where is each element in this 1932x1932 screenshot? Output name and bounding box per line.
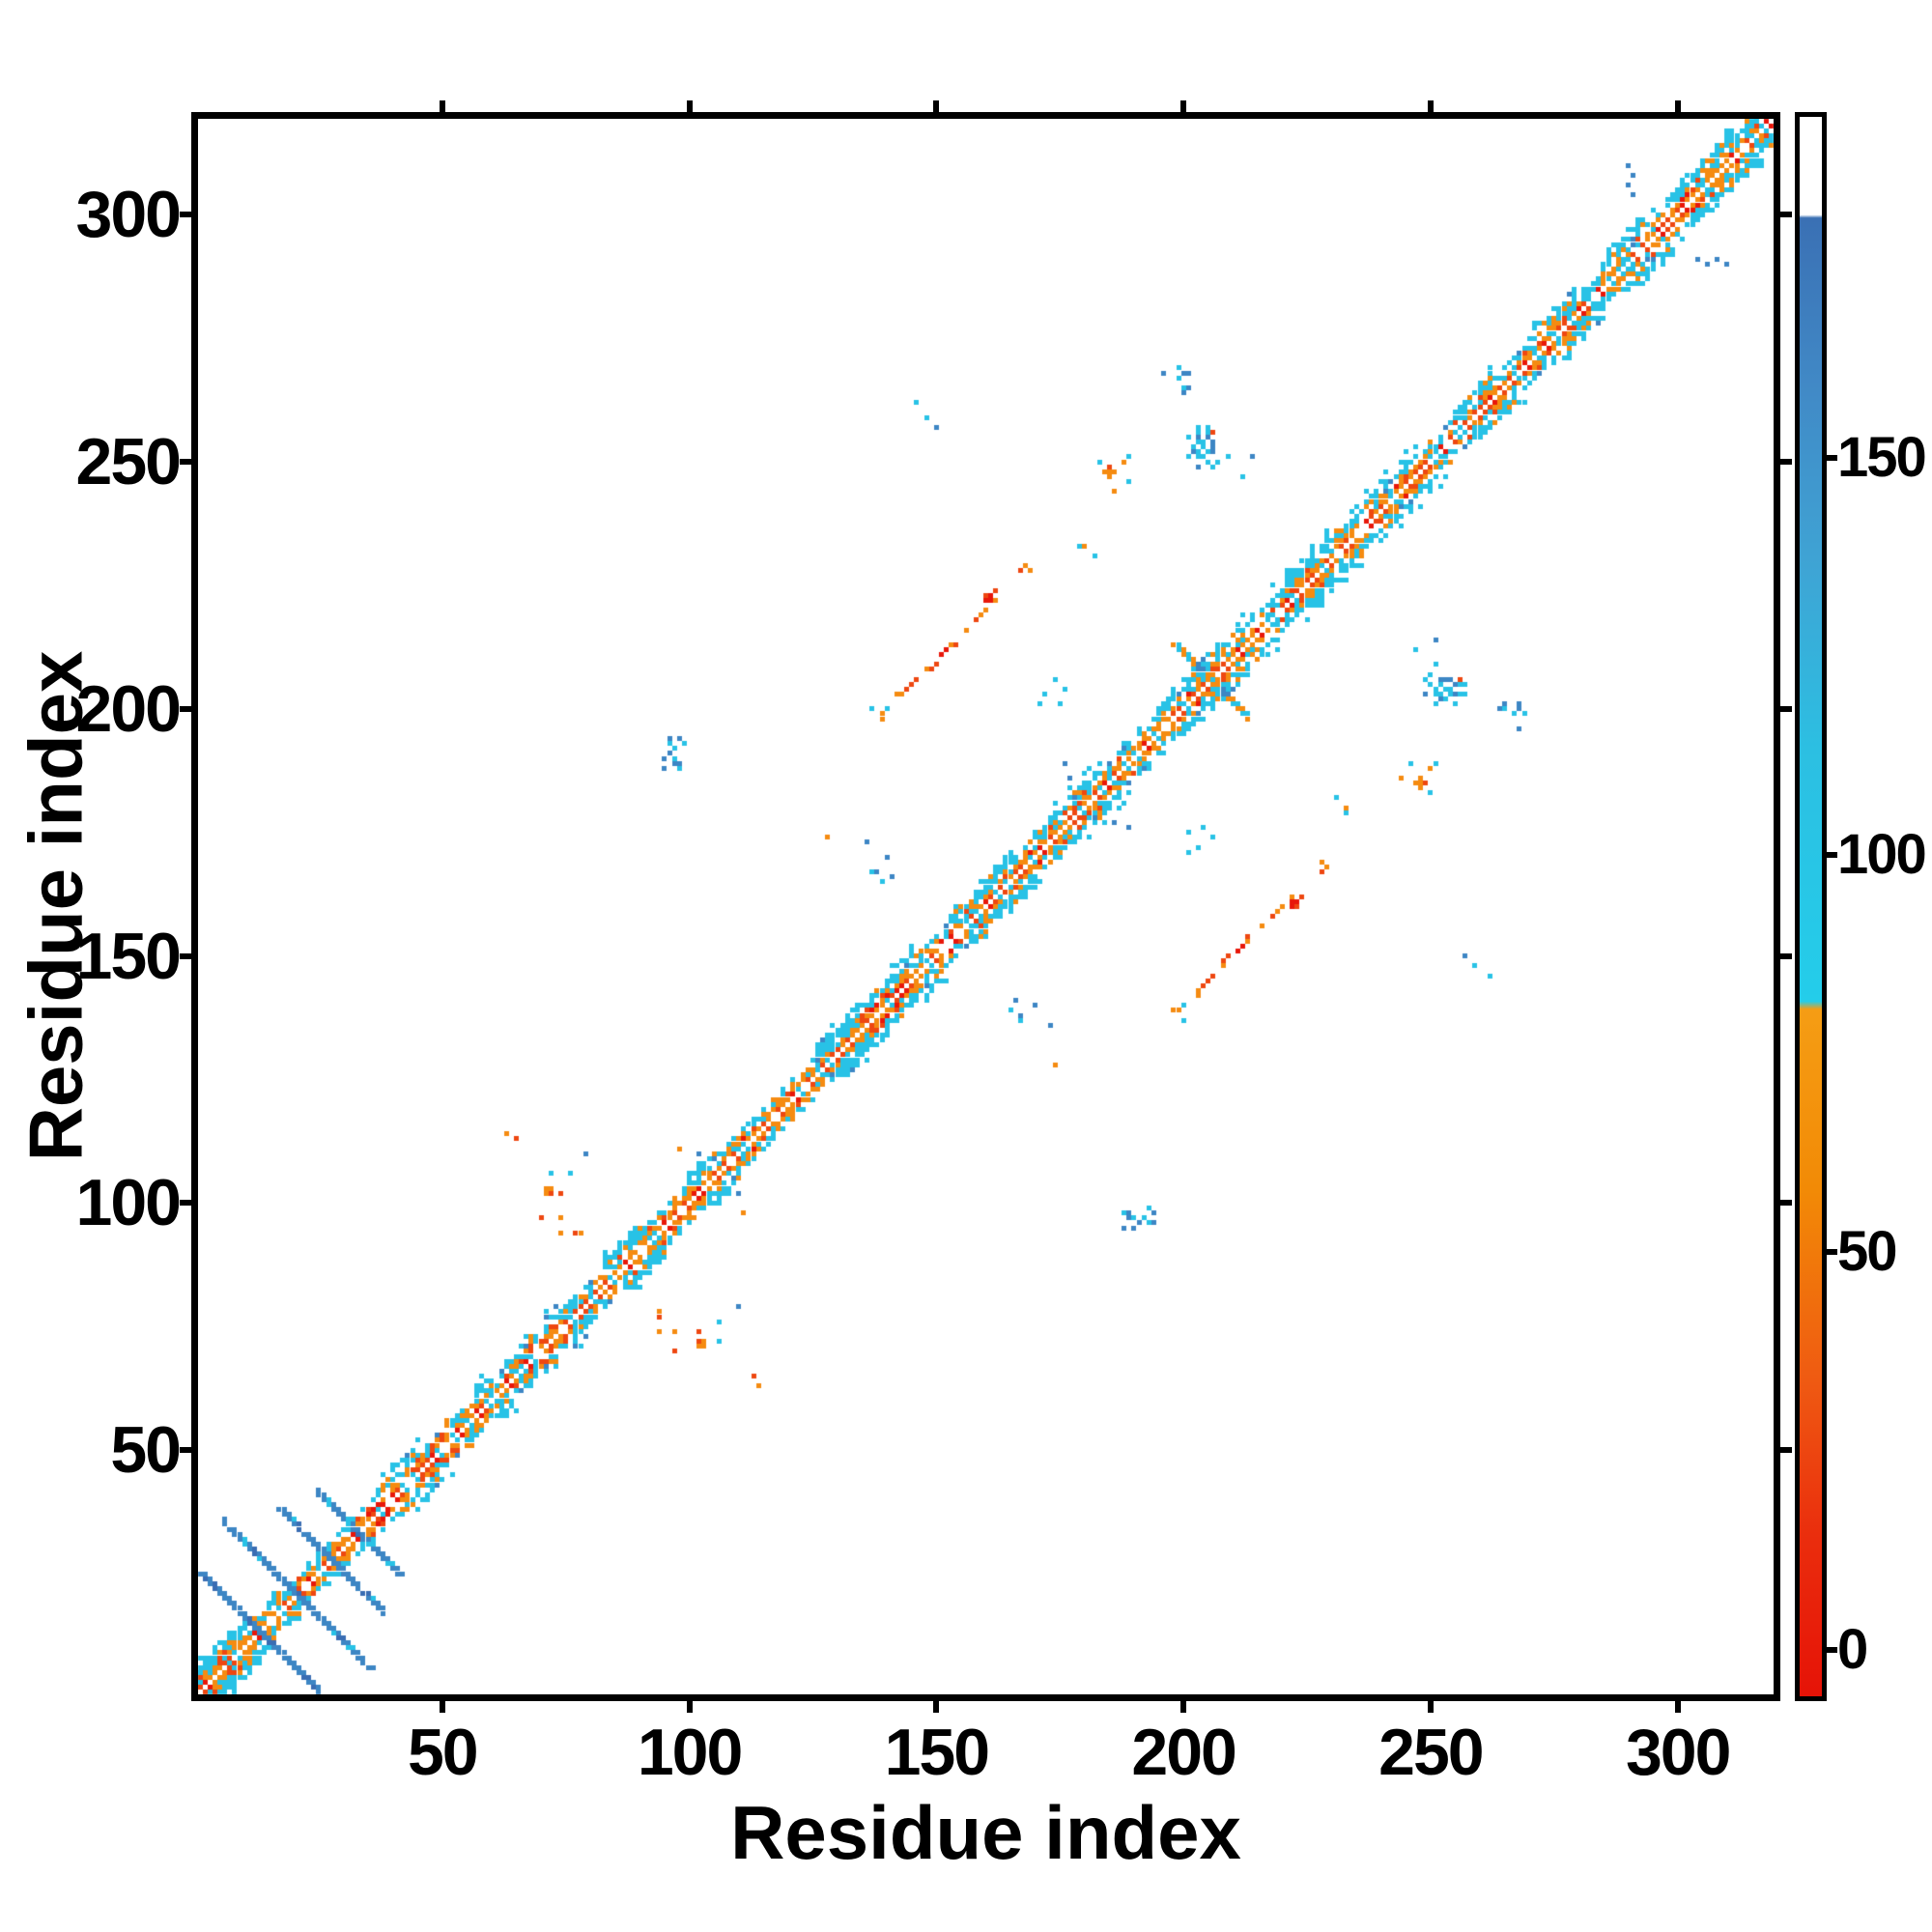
x-tick-bottom (686, 1697, 693, 1713)
y-tick-right (1776, 705, 1792, 712)
contact-map-plot-area (195, 116, 1776, 1697)
colorbar-tick (1825, 1249, 1837, 1256)
x-tick-label: 300 (1625, 1716, 1731, 1789)
y-tick-right (1776, 1200, 1792, 1207)
y-tick-left (180, 212, 195, 218)
colorbar-tick (1825, 454, 1837, 461)
y-tick-label: 100 (75, 1166, 182, 1240)
y-tick-left (180, 1200, 195, 1207)
y-tick-left (180, 952, 195, 959)
x-tick-bottom (1674, 1697, 1681, 1713)
x-tick-bottom (439, 1697, 445, 1713)
x-tick-label: 200 (1131, 1716, 1236, 1789)
x-tick-top (1674, 100, 1681, 116)
y-axis-title: Residue index (13, 650, 99, 1162)
y-tick-label: 50 (110, 1413, 182, 1488)
colorbar-tick-label: 150 (1837, 425, 1927, 489)
y-tick-label: 150 (75, 919, 182, 993)
y-tick-left (180, 459, 195, 466)
x-tick-bottom (1180, 1697, 1187, 1713)
colorbar-tick-label: 50 (1837, 1220, 1898, 1284)
y-tick-right (1776, 459, 1792, 466)
y-tick-label: 250 (75, 425, 182, 499)
x-tick-top (1180, 100, 1187, 116)
x-axis-title: Residue index (730, 1790, 1241, 1875)
y-tick-left (180, 705, 195, 712)
y-tick-label: 300 (75, 178, 182, 252)
colorbar-tick-label: 100 (1837, 823, 1927, 887)
x-tick-bottom (933, 1697, 940, 1713)
x-tick-top (686, 100, 693, 116)
plot-frame (191, 112, 1780, 1701)
colorbar-tick (1825, 1646, 1837, 1653)
y-tick-left (180, 1447, 195, 1454)
x-tick-bottom (1427, 1697, 1434, 1713)
x-tick-label: 250 (1378, 1716, 1484, 1789)
x-tick-label: 150 (884, 1716, 990, 1789)
x-tick-top (439, 100, 445, 116)
x-tick-top (1427, 100, 1434, 116)
y-tick-right (1776, 1447, 1792, 1454)
colorbar-tick-label: 0 (1837, 1617, 1868, 1681)
x-tick-label: 50 (407, 1716, 479, 1789)
y-tick-label: 200 (75, 671, 182, 746)
x-tick-top (933, 100, 940, 116)
y-tick-right (1776, 952, 1792, 959)
colorbar-tick (1825, 852, 1837, 859)
y-tick-right (1776, 212, 1792, 218)
x-tick-label: 100 (637, 1716, 743, 1789)
colorbar (1795, 112, 1827, 1701)
